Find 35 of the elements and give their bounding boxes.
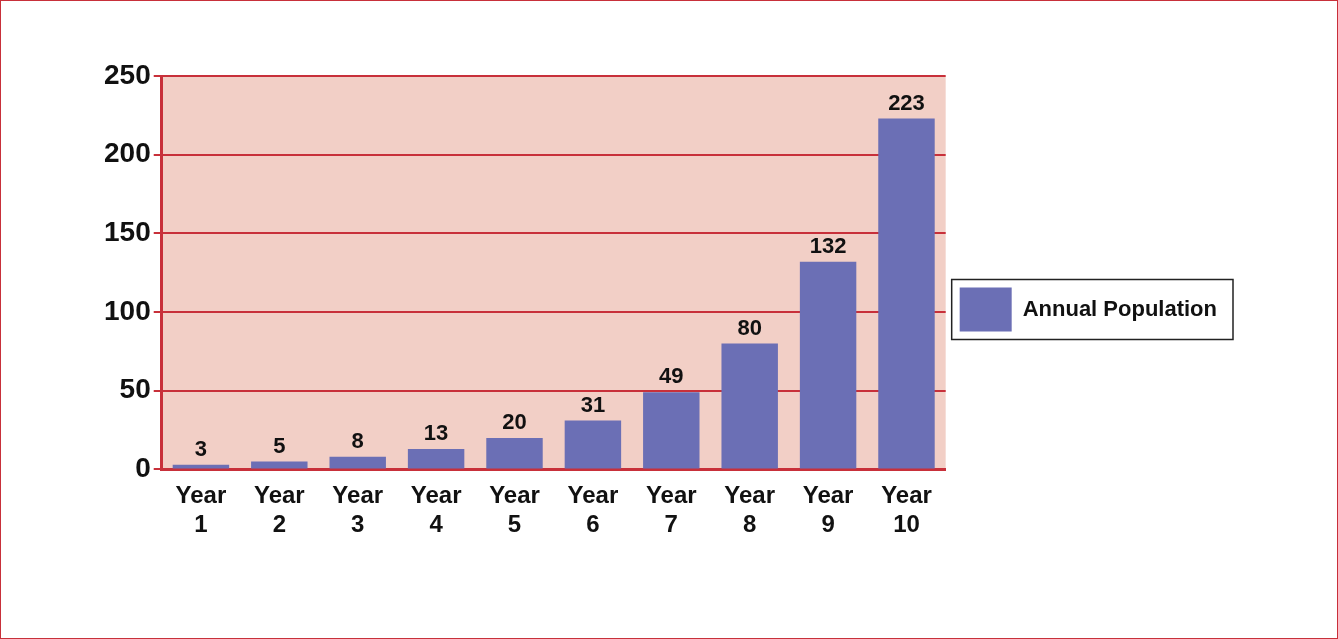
data-label: 20 — [502, 408, 527, 434]
x-tick-label: Year 5 — [489, 481, 540, 538]
data-label: 5 — [273, 432, 286, 458]
data-label: 80 — [737, 314, 762, 340]
y-tick-label: 250 — [104, 58, 151, 90]
bar — [564, 420, 622, 469]
data-label: 49 — [659, 363, 684, 389]
data-label: 3 — [194, 435, 208, 461]
x-tick-label: Year 1 — [175, 481, 227, 538]
data-label: 31 — [580, 391, 606, 417]
y-tick-label: 50 — [119, 373, 151, 405]
data-label: 132 — [809, 232, 847, 258]
bar — [721, 343, 778, 469]
x-tick-label: Year 2 — [253, 481, 305, 538]
bar — [407, 448, 465, 469]
x-tick-label: Year 9 — [802, 481, 854, 538]
x-tick-label: Year 4 — [410, 481, 462, 538]
y-tick-label: 0 — [135, 452, 151, 484]
data-label: 13 — [423, 420, 449, 446]
y-tick-label: 200 — [104, 137, 151, 169]
x-tick-label: Year 3 — [332, 481, 384, 538]
bar — [643, 392, 700, 469]
bar — [329, 456, 386, 469]
data-label: 223 — [888, 89, 925, 115]
x-tick-label: Year 10 — [881, 481, 932, 538]
y-tick-label: 100 — [104, 294, 151, 326]
data-label: 8 — [351, 427, 364, 453]
legend-label: Annual Population — [1022, 295, 1218, 321]
bar — [799, 261, 857, 469]
bar — [486, 437, 543, 469]
bar — [878, 118, 935, 469]
x-tick-label: Year 6 — [567, 481, 619, 538]
x-tick-label: Year 8 — [724, 481, 776, 538]
x-tick-label: Year 7 — [645, 481, 697, 538]
y-tick-label: 150 — [104, 216, 151, 248]
